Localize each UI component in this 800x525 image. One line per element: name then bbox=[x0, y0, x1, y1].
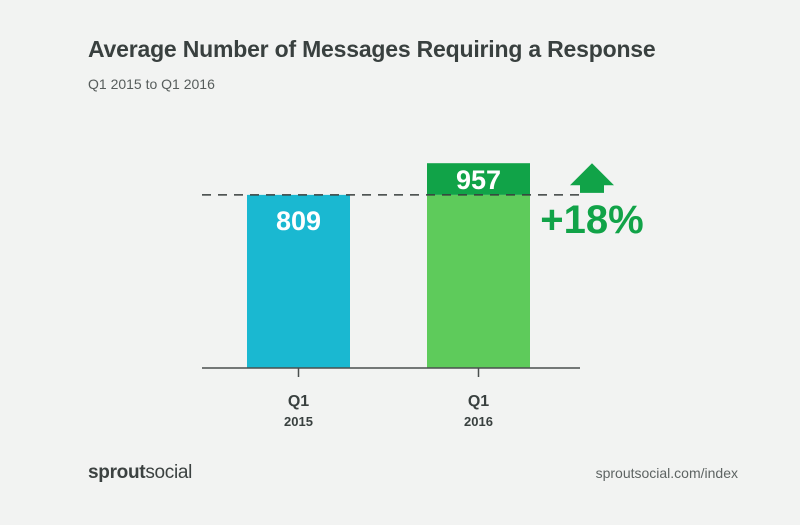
x-tick-sublabel-1: 2015 bbox=[284, 414, 313, 429]
brand-word-sprout: sprout bbox=[88, 462, 146, 483]
x-tick-label-1: Q1 bbox=[288, 393, 309, 410]
footer-url: sproutsocial.com/index bbox=[595, 465, 738, 481]
data-label-2016: 957 bbox=[456, 165, 501, 195]
sproutsocial-logo: sproutsocial bbox=[88, 462, 192, 484]
bar-q1-2016 bbox=[427, 194, 530, 368]
x-tick-label-2: Q1 bbox=[468, 393, 489, 410]
bar-q1-2016-increase bbox=[427, 163, 530, 195]
increase-percent-label: +18% bbox=[540, 198, 643, 242]
brand-word-social: social bbox=[145, 462, 193, 483]
bar-q1-2015 bbox=[247, 194, 350, 368]
up-arrow-icon bbox=[570, 163, 614, 193]
x-tick-sublabel-2: 2016 bbox=[464, 414, 493, 429]
data-label-2015: 809 bbox=[276, 206, 321, 236]
chart-subtitle: Q1 2015 to Q1 2016 bbox=[88, 76, 215, 92]
chart-title: Average Number of Messages Requiring a R… bbox=[88, 36, 656, 62]
